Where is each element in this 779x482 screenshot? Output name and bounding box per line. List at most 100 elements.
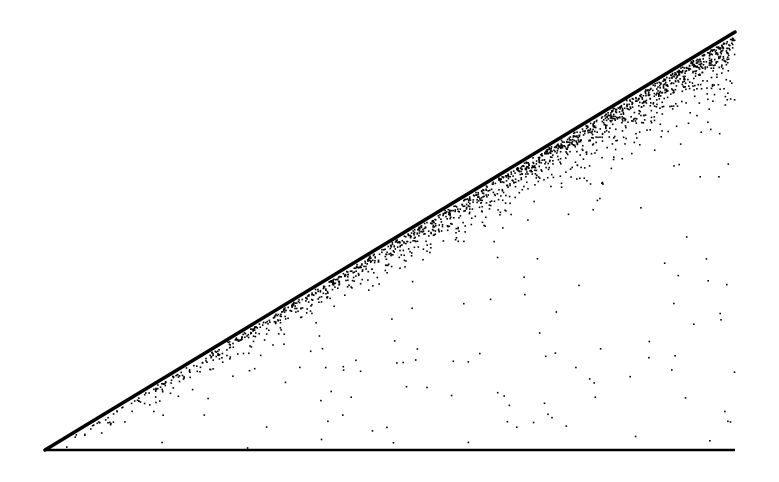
dot: [550, 148, 552, 150]
dot: [479, 352, 481, 355]
dot: [434, 233, 437, 235]
dot: [462, 205, 464, 208]
dot: [372, 285, 374, 287]
dot: [342, 369, 345, 371]
dot: [352, 271, 354, 274]
dot: [376, 276, 379, 279]
dot: [276, 314, 278, 317]
dot: [385, 264, 388, 267]
dot: [696, 65, 698, 68]
dot: [683, 77, 686, 79]
dot: [578, 141, 580, 143]
dot: [466, 198, 469, 200]
dot: [729, 80, 731, 82]
dot: [437, 215, 440, 217]
dot: [403, 259, 406, 262]
dot: [390, 254, 392, 257]
dot: [679, 78, 681, 80]
dot: [445, 211, 448, 213]
dot: [301, 298, 304, 301]
dot: [595, 149, 598, 152]
dot: [350, 286, 352, 288]
dot: [574, 161, 577, 163]
dot: [538, 157, 540, 160]
dot: [413, 231, 416, 234]
dot: [483, 224, 485, 227]
dot: [154, 396, 157, 398]
dot: [704, 68, 707, 70]
dot: [579, 131, 581, 134]
dot: [720, 66, 723, 68]
dot: [618, 111, 621, 113]
dot: [433, 221, 435, 224]
dot: [718, 132, 721, 135]
dot: [579, 140, 582, 143]
dot: [263, 339, 266, 341]
dot: [340, 276, 343, 278]
dot: [715, 46, 718, 48]
dot: [514, 181, 517, 184]
dot: [505, 194, 507, 197]
dot: [733, 39, 736, 42]
dot: [647, 94, 650, 97]
dot: [449, 210, 451, 213]
dot: [429, 251, 431, 254]
dot: [552, 154, 554, 156]
dot: [601, 136, 603, 139]
dot: [640, 95, 642, 98]
dot: [457, 208, 459, 210]
dot: [183, 375, 185, 378]
dot: [409, 241, 412, 244]
dot: [178, 375, 181, 377]
dot: [726, 61, 729, 64]
dot: [409, 236, 412, 238]
dot: [229, 358, 231, 360]
dot: [178, 380, 181, 383]
dot: [663, 97, 665, 100]
dot: [722, 57, 725, 60]
dot: [578, 284, 580, 287]
dot: [702, 67, 704, 69]
dot: [332, 281, 335, 283]
dot: [485, 194, 487, 196]
dot: [510, 213, 512, 216]
dot: [413, 232, 415, 235]
dot: [610, 114, 612, 116]
dot: [560, 182, 563, 185]
dot: [615, 128, 617, 131]
dot: [501, 181, 504, 183]
dot: [620, 104, 623, 107]
dot: [683, 80, 686, 82]
dot: [361, 263, 363, 265]
dot: [707, 121, 709, 123]
dot: [188, 370, 191, 373]
dot: [721, 59, 724, 61]
dot: [589, 139, 591, 142]
dot: [393, 340, 396, 342]
dot: [721, 64, 723, 66]
dot: [635, 118, 638, 120]
dot: [318, 335, 321, 337]
dot: [700, 131, 702, 133]
dot: [505, 210, 507, 212]
dot: [392, 254, 394, 256]
dot: [399, 249, 401, 252]
dot: [632, 98, 635, 100]
dot: [347, 273, 350, 276]
dot: [311, 293, 313, 296]
dot: [538, 177, 541, 179]
dot: [553, 149, 555, 152]
dot: [664, 78, 667, 81]
dot: [384, 248, 386, 251]
dot: [405, 260, 407, 262]
dot: [536, 174, 538, 177]
dot: [525, 175, 527, 178]
dot: [423, 233, 425, 235]
dot: [648, 356, 650, 359]
dot: [368, 256, 371, 258]
dot: [571, 166, 573, 169]
dot: [465, 208, 468, 210]
dot: [416, 348, 419, 350]
dot: [691, 82, 694, 84]
